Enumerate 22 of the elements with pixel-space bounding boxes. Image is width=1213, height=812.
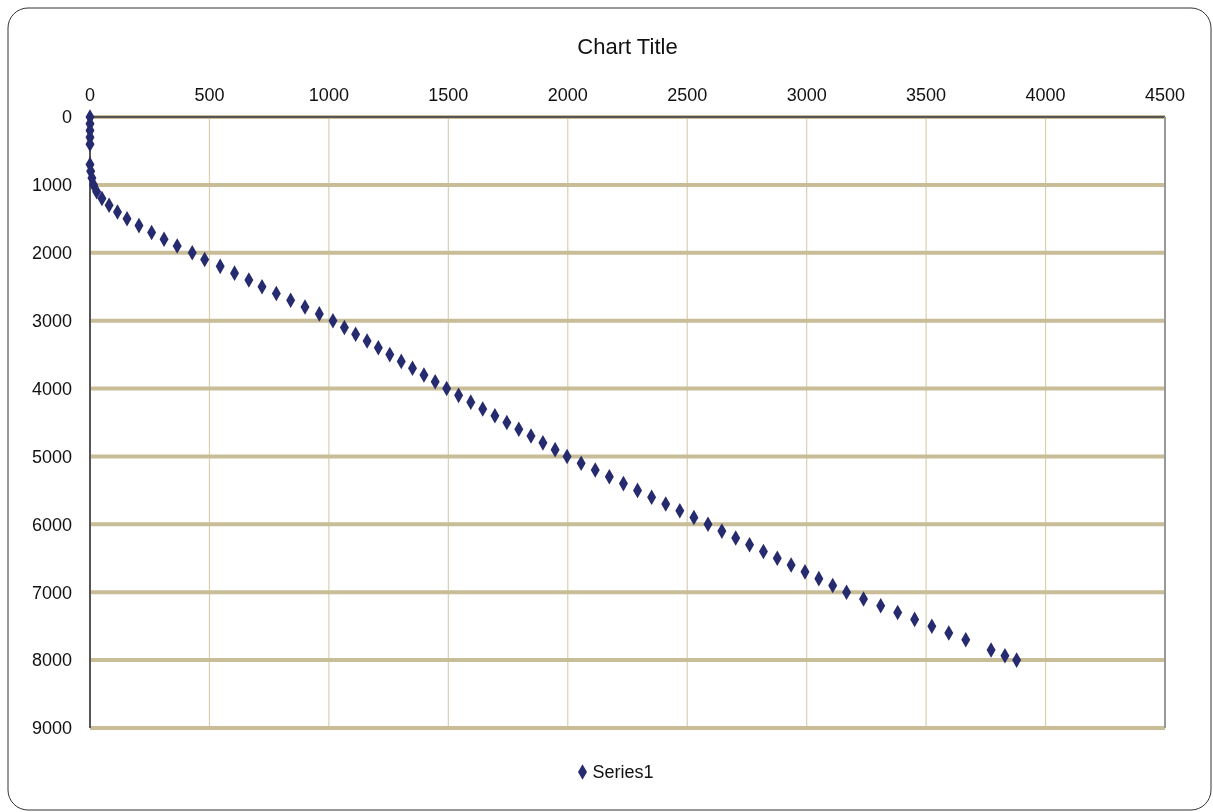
y-tick-label: 7000 [31,582,72,603]
y-tick-label: 8000 [31,650,72,671]
y-tick-label: 1000 [31,175,72,196]
x-tick-label: 1000 [308,85,349,105]
x-tick-label: 500 [194,85,225,105]
y-tick-label: 2000 [31,243,72,264]
x-tick-label: 3500 [906,85,947,105]
x-tick-label: 4500 [1144,85,1186,105]
y-tick-label: 5000 [31,446,72,467]
x-tick-label: 1500 [428,85,469,105]
x-tick-label: 4000 [1025,85,1066,105]
y-tick-label: 3000 [31,310,72,331]
x-tick-label: 2500 [667,85,708,105]
x-tick-label: 3000 [786,85,827,105]
y-tick-label: 0 [61,107,72,128]
chart-title: Chart Title [577,34,678,59]
y-tick-label: 4000 [31,378,72,399]
y-tick-label: 9000 [31,718,72,739]
x-tick-label: 0 [84,85,96,105]
legend-label: Series1 [592,762,654,782]
x-tick-label: 2000 [547,85,588,105]
y-tick-label: 6000 [31,514,72,535]
